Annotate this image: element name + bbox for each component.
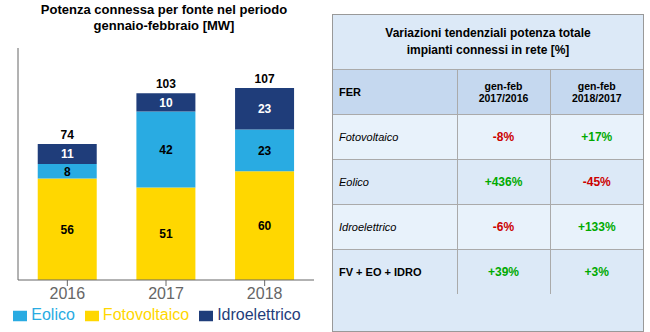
html-text:+39%: +39% — [488, 265, 519, 279]
html-text:impianti connessi in rete [%]: impianti connessi in rete [%] — [406, 43, 570, 57]
svg-text:107: 107 — [255, 72, 275, 86]
svg-text:23: 23 — [258, 144, 272, 158]
html-text:+436%: +436% — [484, 175, 523, 189]
html-text:+133%: +133% — [577, 220, 616, 234]
html-text:Variazioni tendenziali potenza: Variazioni tendenziali potenza totale — [385, 26, 591, 40]
svg-text:23: 23 — [258, 102, 272, 116]
html-text:Fotovoltaico: Fotovoltaico — [102, 306, 190, 323]
html-text:-8%: -8% — [492, 130, 515, 144]
svg-text:11: 11 — [61, 147, 74, 161]
html-text:gen-feb: gen-feb — [577, 80, 616, 92]
html-text:2017/2016: 2017/2016 — [478, 92, 529, 104]
svg-text:8: 8 — [64, 165, 71, 179]
html-text:gennaio-febbraio [MW]: gennaio-febbraio [MW] — [93, 18, 235, 33]
html-text:Idroelettrico: Idroelettrico — [339, 221, 397, 233]
svg-text:56: 56 — [61, 223, 75, 237]
html-text:+3%: +3% — [584, 265, 609, 279]
svg-text:103: 103 — [156, 77, 176, 91]
svg-text:10: 10 — [159, 96, 173, 110]
svg-text:2017: 2017 — [148, 285, 184, 302]
svg-text:74: 74 — [61, 128, 75, 142]
html-text:-6%: -6% — [492, 220, 515, 234]
html-text:FER: FER — [339, 86, 361, 98]
svg-text:60: 60 — [258, 219, 272, 233]
html-text:Potenza connessa per fonte nel: Potenza connessa per fonte nel periodo — [40, 2, 288, 17]
html-text:Idroelettrico: Idroelettrico — [217, 306, 301, 323]
html-text:+17%: +17% — [581, 130, 613, 144]
svg-text:51: 51 — [159, 227, 173, 241]
html-text:FV + EO + IDRO: FV + EO + IDRO — [339, 266, 422, 278]
html-text:Eolico: Eolico — [31, 306, 75, 323]
svg-text:2016: 2016 — [50, 285, 86, 302]
svg-text:42: 42 — [159, 143, 173, 157]
html-text:Eolico: Eolico — [339, 176, 369, 188]
svg-text:2018: 2018 — [247, 285, 283, 302]
html-text:Fotovoltaico: Fotovoltaico — [339, 131, 399, 143]
html-text:-45%: -45% — [582, 175, 611, 189]
html-text:gen-feb: gen-feb — [484, 80, 523, 92]
html-text:2018/2017: 2018/2017 — [571, 92, 622, 104]
